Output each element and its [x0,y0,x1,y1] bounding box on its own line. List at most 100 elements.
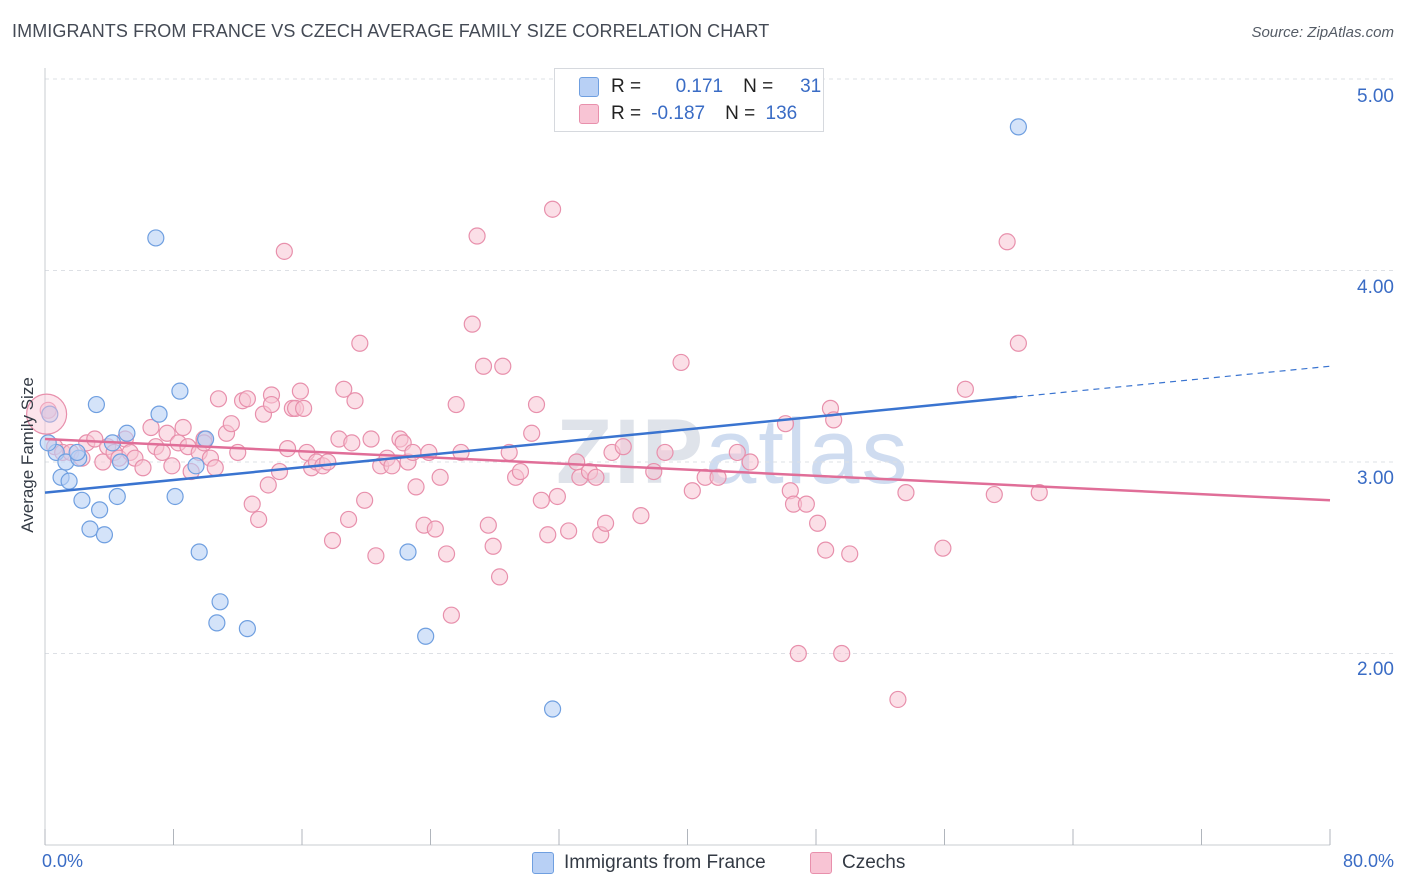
czech-point [343,434,361,452]
czech-swatch [579,104,599,124]
czech-point [985,485,1003,504]
france-point [73,491,91,509]
france-point [417,627,435,645]
stats-row-czech: R = -0.187 N = 136 [579,102,797,126]
czech-point [134,459,152,477]
czech-point [259,476,277,494]
legend-item-czech[interactable]: Czechs [810,852,905,874]
y-tick-label-5: 5.00 [1357,86,1394,107]
czech-point [809,514,827,532]
czech-point [897,484,915,502]
czech-point [709,468,727,486]
czech-point [560,522,578,540]
czech-point [142,418,160,437]
czech-point [614,438,632,456]
czech-point [523,424,541,442]
czech-point [278,439,297,458]
n-value: 31 [800,76,822,97]
czech-point [889,690,907,709]
czech-point [998,233,1016,251]
x-tick-label-max: 80.0% [1342,851,1394,871]
czech-point [335,380,353,398]
chart-title: IMMIGRANTS FROM FRANCE VS CZECH AVERAGE … [12,21,770,41]
czech-point [672,353,690,372]
czech-point [323,531,342,550]
france-point [238,620,256,638]
czech-point [356,491,374,509]
france-point [150,405,168,423]
czech-point [86,430,104,448]
france-point [171,382,189,400]
france-swatch [579,77,599,97]
czech-point [532,491,550,509]
czech-point [463,315,481,333]
france-point [68,443,86,462]
czech-point [841,545,859,563]
czech-point [367,547,385,565]
czech-point [934,539,952,557]
czech-point [539,526,557,544]
france-point [187,457,205,475]
france-point [399,543,417,561]
czech-point [163,457,181,475]
czech-point [632,507,650,525]
czech-point [683,482,701,500]
czech-point [527,395,546,414]
czech-point [543,200,562,218]
czech-point [407,478,425,496]
stats-row-france: R = 0.171 N = 31 [579,75,821,99]
france-point [147,229,165,247]
france-point [118,424,136,442]
czech-point [174,418,192,437]
n-label: N = [725,103,756,124]
czech-point [789,644,807,663]
france-legend-swatch [532,852,554,874]
n-label: N = [743,76,774,97]
czech-point [468,227,486,245]
legend-item-france[interactable]: Immigrants from France [532,852,766,874]
france-point [166,487,184,506]
czech-point [494,357,512,375]
france-point [81,520,99,538]
czech-point [474,357,493,375]
france-point [95,526,114,544]
czech-point [741,453,759,471]
czech-point [656,443,674,462]
czech-point [319,453,337,471]
czech-point [295,399,313,417]
france-point [543,700,562,718]
czech-point [362,430,380,448]
czech-point [596,514,615,532]
france-point [108,487,126,506]
france-point [208,614,226,632]
czech-point [94,453,112,471]
france-point [211,593,229,611]
n-value: 136 [765,103,798,124]
czech-point [346,392,364,410]
czech-point [250,510,268,529]
watermark: ZIPatlas [556,400,909,505]
france-point [41,405,59,423]
y-tick-label-2: 2.00 [1357,659,1394,680]
czech-point [431,468,449,486]
france-point [60,472,78,490]
czech-point-large [26,393,68,435]
france-trend-line [44,395,1017,494]
czech-point [797,495,815,513]
france-point [111,453,130,471]
czech-point [442,606,460,624]
czech-point [1030,484,1048,502]
x-tick-label-min: 0.0% [42,851,84,871]
czech-point [238,390,256,408]
r-value: 0.171 [675,76,724,97]
france-point [39,434,57,452]
france-point [1009,118,1027,136]
legend-label-czech: Czechs [842,852,906,873]
czech-point [153,443,171,462]
czech-point [833,644,851,663]
czech-point [817,541,835,559]
czech-trend-line [44,437,1331,502]
czech-point [426,520,444,538]
czech-point [243,495,261,513]
